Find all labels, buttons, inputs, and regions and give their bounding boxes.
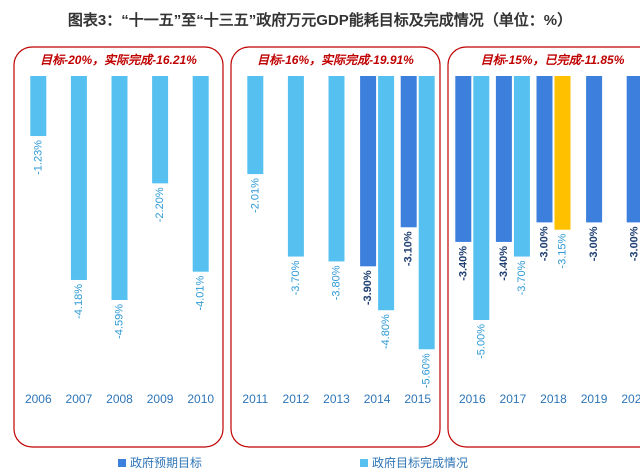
bar-expected-2014 bbox=[360, 76, 377, 267]
period-label-bg bbox=[24, 51, 213, 69]
label-actual-2017: -3.70% bbox=[516, 260, 528, 295]
label-actual-2013: -3.80% bbox=[331, 265, 343, 300]
bar-actual-2010 bbox=[192, 76, 209, 272]
tick-2017: 2017 bbox=[500, 392, 527, 406]
bar-actual-2016 bbox=[473, 76, 490, 320]
bar-actual-2018 bbox=[554, 76, 571, 230]
data-labels: -1.23% -4.18% -4.59% -2.20% -4.01% -2.01% -3.7… bbox=[32, 140, 640, 388]
tick-2006: 2006 bbox=[25, 392, 52, 406]
tick-2010: 2010 bbox=[187, 392, 214, 406]
bar-actual-2007 bbox=[70, 76, 87, 280]
period-label: 目标-16%，实际完成-19.91% bbox=[257, 53, 414, 67]
label-actual-2011: -2.01% bbox=[249, 178, 261, 213]
bar-expected-2020 bbox=[626, 76, 640, 223]
bar-expected-2018 bbox=[536, 76, 553, 223]
tick-2016: 2016 bbox=[459, 392, 486, 406]
label-expected-2014: -3.90% bbox=[362, 270, 374, 305]
tick-2012: 2012 bbox=[283, 392, 310, 406]
bar-expected-2016 bbox=[455, 76, 472, 242]
bar-actual-2012 bbox=[287, 76, 304, 257]
period-label: 目标-15%，已完成-11.85% bbox=[481, 53, 625, 67]
tick-2018: 2018 bbox=[540, 392, 567, 406]
period-groups: 目标-20%，实际完成-16.21% 目标-16%，实际完成-19.91% 目标-1… bbox=[13, 46, 640, 448]
chart-title: 图表3：“十一五”至“十三五”政府万元GDP能耗目标及完成情况（单位：%） bbox=[68, 11, 572, 29]
label-expected-2017: -3.40% bbox=[498, 246, 510, 281]
tick-2019: 2019 bbox=[581, 392, 608, 406]
bar-actual-2014 bbox=[378, 76, 395, 311]
label-actual-2010: -4.01% bbox=[195, 275, 207, 310]
tick-2014: 2014 bbox=[364, 392, 391, 406]
label-expected-2018: -3.00% bbox=[539, 226, 551, 261]
label-actual-2016: -5.00% bbox=[475, 324, 487, 359]
period-label-bg bbox=[241, 51, 430, 69]
bar-actual-2009 bbox=[152, 76, 169, 184]
x-axis-ticks: 2006 2007 2008 2009 2010 2011 2012 2013 2014 2015… bbox=[25, 392, 640, 406]
label-actual-2008: -4.59% bbox=[114, 304, 126, 339]
period-box bbox=[230, 46, 441, 448]
label-expected-2015: -3.10% bbox=[403, 231, 415, 266]
label-expected-2016: -3.40% bbox=[457, 246, 469, 281]
bar-expected-2015 bbox=[400, 76, 417, 228]
label-actual-2007: -4.18% bbox=[73, 284, 85, 319]
bar-actual-2015 bbox=[418, 76, 435, 350]
label-actual-2018: -3.15% bbox=[557, 234, 569, 269]
tick-2011: 2011 bbox=[242, 392, 268, 406]
bar-actual-2008 bbox=[111, 76, 128, 300]
tick-2013: 2013 bbox=[323, 392, 350, 406]
period-label-bg bbox=[458, 51, 640, 69]
label-expected-2020: -3.00% bbox=[629, 226, 640, 261]
label-actual-2009: -2.20% bbox=[154, 187, 166, 222]
legend-swatch bbox=[118, 459, 126, 467]
period-label: 目标-20%，实际完成-16.21% bbox=[40, 53, 197, 67]
bar-actual-2006 bbox=[30, 76, 47, 137]
bars bbox=[30, 76, 640, 350]
period-box bbox=[447, 46, 640, 448]
label-actual-2012: -3.70% bbox=[290, 260, 302, 295]
period-box bbox=[13, 46, 224, 448]
legend-entry: 政府目标完成情况 bbox=[372, 455, 468, 468]
bar-expected-2017 bbox=[495, 76, 512, 242]
bar-actual-2013 bbox=[328, 76, 345, 262]
tick-2020: 2020 bbox=[621, 392, 640, 406]
tick-2015: 2015 bbox=[404, 392, 431, 406]
tick-2007: 2007 bbox=[66, 392, 93, 406]
legend: 政府预期目标 政府目标完成情况 bbox=[118, 455, 468, 468]
label-actual-2015: -5.60% bbox=[421, 353, 433, 388]
label-expected-2019: -3.00% bbox=[588, 226, 600, 261]
bar-actual-2011 bbox=[247, 76, 264, 175]
tick-2009: 2009 bbox=[147, 392, 174, 406]
bar-actual-2017 bbox=[513, 76, 530, 257]
legend-entry: 政府预期目标 bbox=[130, 455, 202, 468]
legend-swatch bbox=[360, 459, 368, 467]
label-actual-2014: -4.80% bbox=[380, 314, 392, 349]
label-actual-2006: -1.23% bbox=[32, 140, 44, 175]
bar-expected-2019 bbox=[586, 76, 603, 223]
tick-2008: 2008 bbox=[106, 392, 133, 406]
